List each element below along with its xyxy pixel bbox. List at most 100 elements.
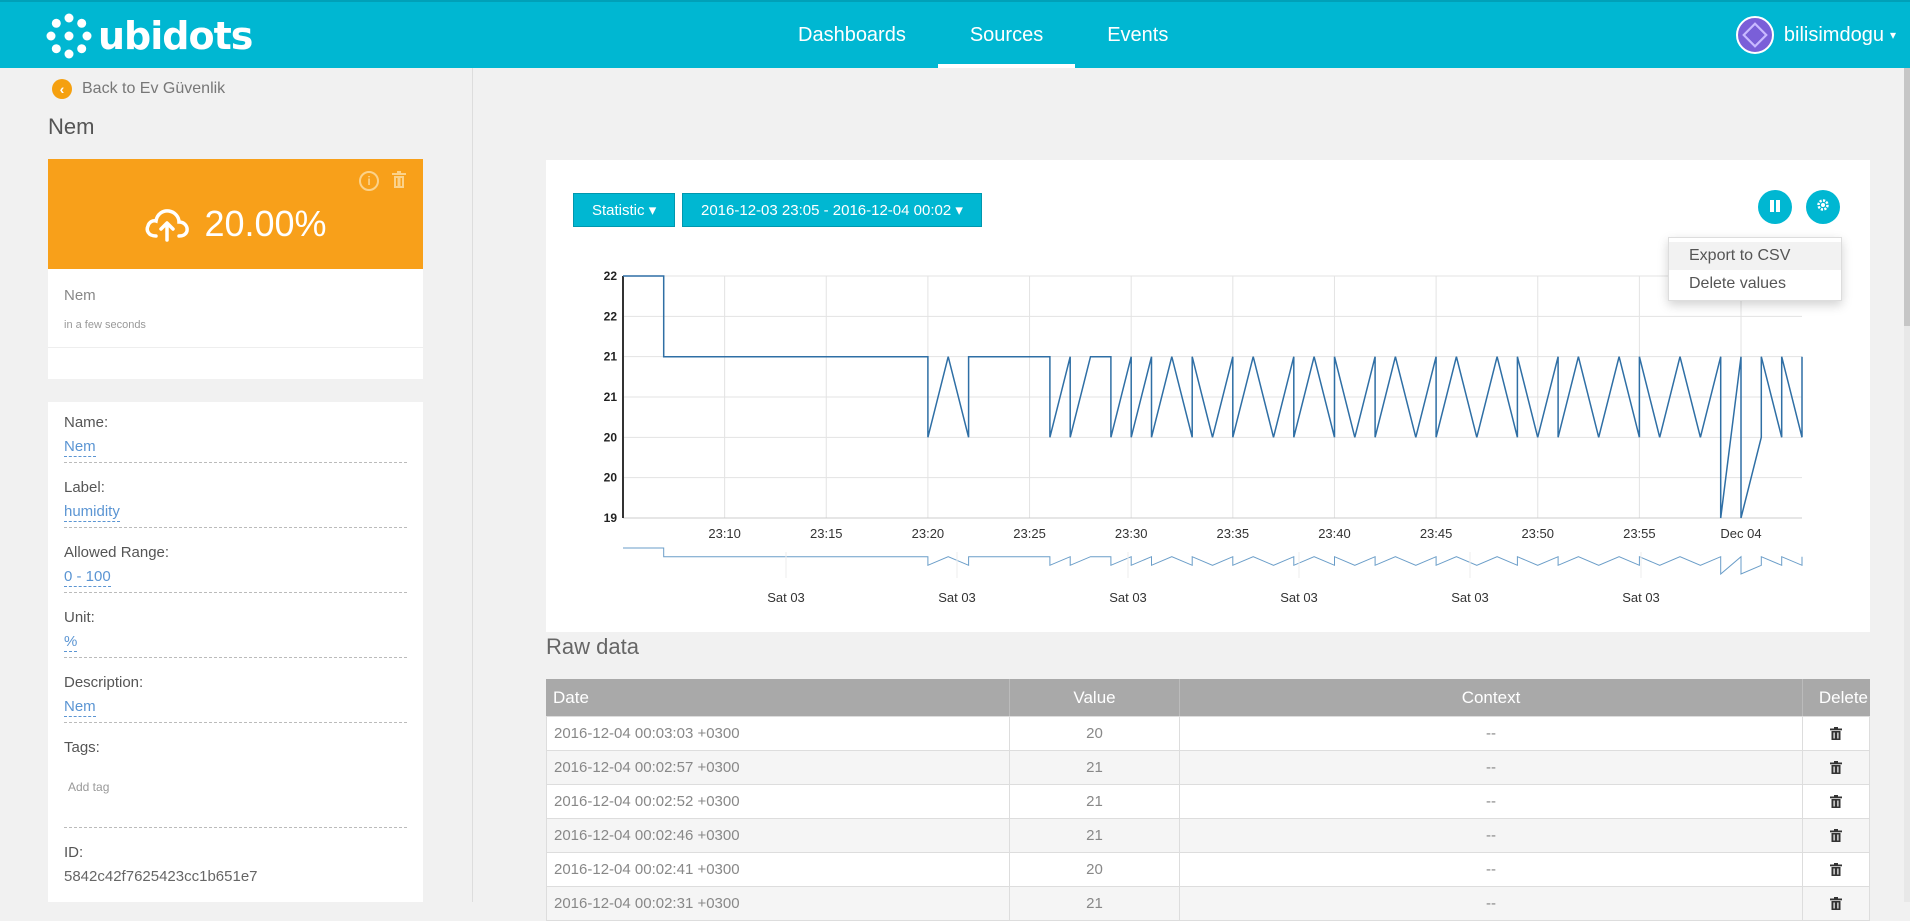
column-header-value[interactable]: Value [1010,679,1180,716]
trash-icon[interactable] [1830,829,1842,842]
prop-range: Allowed Range: 0 - 100 [64,532,407,593]
add-tag-input[interactable]: Add tag [68,780,110,794]
card-variable-name: Nem [64,287,96,304]
table-row: 2016-12-04 00:02:57 +0300 21 -- [546,751,1870,785]
table-row: 2016-12-04 00:02:31 +0300 21 -- [546,887,1870,921]
row-value: 21 [1010,785,1180,818]
user-menu[interactable]: bilisimdogu ▾ [1735,16,1896,54]
column-header-context[interactable]: Context [1180,679,1803,716]
navigator-label: Sat 03 [1622,590,1660,605]
prop-range-label: Allowed Range: [64,544,170,561]
x-tick-label: 23:55 [1623,526,1656,541]
ubidots-logo[interactable]: ubidots [46,12,253,60]
statistic-label[interactable]: Statistic [592,202,645,219]
row-date: 2016-12-04 00:03:03 +0300 [546,717,1010,750]
caret-down-icon[interactable]: ▾ [955,202,963,219]
row-value: 21 [1010,819,1180,852]
y-tick-label: 22 [604,269,618,283]
trash-icon[interactable] [1830,795,1842,808]
column-header-date[interactable]: Date [546,679,1010,716]
caret-down-icon[interactable]: ▾ [1889,28,1896,42]
table-row: 2016-12-04 00:02:52 +0300 21 -- [546,785,1870,819]
trash-icon[interactable] [1830,897,1842,910]
trash-icon[interactable] [1830,761,1842,774]
line-chart: 22 22 21 21 20 20 19 23:10 23:15 23:20 23:25 23:30… [604,269,1803,605]
pause-icon[interactable] [1769,200,1781,212]
chart-grid [623,275,1802,519]
back-label[interactable]: Back to Ev Güvenlik [82,80,226,97]
info-icon[interactable]: i [359,171,379,191]
prop-id-label: ID: [64,844,84,861]
navigator-label: Sat 03 [1109,590,1147,605]
chart-options-menu: Export to CSV Delete values [1668,237,1842,301]
scrollbar-thumb[interactable] [1904,68,1910,326]
delete-values-menu-item[interactable]: Delete values [1689,275,1786,292]
row-date: 2016-12-04 00:02:41 +0300 [546,853,1010,886]
avatar[interactable] [1735,16,1774,54]
x-tick-label: 23:15 [810,526,843,541]
trash-icon[interactable] [389,171,409,191]
row-delete-button[interactable] [1803,717,1870,750]
prop-id: ID: 5842c42f7625423cc1b651e7 [64,832,407,892]
x-tick-label: 23:50 [1521,526,1554,541]
row-delete-button[interactable] [1803,819,1870,852]
back-link[interactable]: ‹ Back to Ev Güvenlik [52,79,225,99]
row-context: -- [1180,887,1803,920]
top-navbar: ubidots Dashboards Sources Events bilisi… [0,0,1910,68]
row-date: 2016-12-04 00:02:46 +0300 [546,819,1010,852]
table-row: 2016-12-04 00:02:41 +0300 20 -- [546,853,1870,887]
row-value: 21 [1010,887,1180,920]
gear-icon[interactable] [1816,198,1830,212]
prop-name-value[interactable]: Nem [64,438,96,457]
table-header: Date Value Context Delete [546,679,1870,717]
x-tick-label: 23:25 [1013,526,1046,541]
x-tick-label: 23:10 [708,526,741,541]
username[interactable]: bilisimdogu [1783,23,1884,46]
arrow-left-icon[interactable]: ‹ [52,79,72,99]
main-nav: Dashboards Sources Events [766,2,1200,68]
trash-icon[interactable] [1830,727,1842,740]
variable-title: Nem [48,114,95,139]
nav-dashboards[interactable]: Dashboards [798,24,906,46]
prop-range-value[interactable]: 0 - 100 [64,568,111,587]
column-header-delete: Delete [1818,687,1868,707]
row-delete-button[interactable] [1803,785,1870,818]
row-context: -- [1180,717,1803,750]
raw-data-title: Raw data [546,634,639,659]
navigator-label: Sat 03 [1280,590,1318,605]
prop-description-value[interactable]: Nem [64,698,96,717]
chart-navigator[interactable] [623,547,1803,576]
trash-icon[interactable] [1830,863,1842,876]
x-tick-label: Dec 04 [1720,526,1761,541]
y-tick-label: 21 [604,390,618,404]
date-range-dropdown[interactable]: 2016-12-03 23:05 - 2016-12-04 00:02 ▾ [682,193,982,227]
row-context: -- [1180,853,1803,886]
prop-label-value[interactable]: humidity [64,503,120,522]
caret-down-icon[interactable]: ▾ [648,202,657,219]
x-tick-label: 23:35 [1217,526,1250,541]
navigator-label: Sat 03 [1451,590,1489,605]
settings-button[interactable] [1806,190,1840,224]
last-value-card: i 20.00% [48,159,423,269]
row-context: -- [1180,785,1803,818]
pause-button[interactable] [1758,190,1792,224]
y-tick-label: 20 [604,471,618,485]
prop-tags: Tags: [64,727,407,828]
x-tick-label: 23:45 [1420,526,1453,541]
export-csv-menu-item[interactable]: Export to CSV [1669,242,1841,270]
statistic-dropdown[interactable]: Statistic ▾ [573,193,676,227]
row-date: 2016-12-04 00:02:31 +0300 [546,887,1010,920]
page-scrollbar[interactable] [1904,68,1910,902]
chart-panel: Statistic ▾ 2016-12-03 23:05 - 2016-12-0… [546,160,1870,632]
nav-sources[interactable]: Sources [937,2,1076,68]
date-range-label[interactable]: 2016-12-03 23:05 - 2016-12-04 00:02 [701,202,952,219]
nav-events[interactable]: Events [1107,24,1169,46]
row-delete-button[interactable] [1803,887,1870,920]
prop-unit-value[interactable]: % [64,633,78,652]
table-row: 2016-12-04 00:02:46 +0300 21 -- [546,819,1870,853]
prop-id-value: 5842c42f7625423cc1b651e7 [64,868,258,885]
row-delete-button[interactable] [1803,853,1870,886]
row-delete-button[interactable] [1803,751,1870,784]
navigator-label: Sat 03 [767,590,805,605]
card-timestamp: in a few seconds [64,319,146,331]
